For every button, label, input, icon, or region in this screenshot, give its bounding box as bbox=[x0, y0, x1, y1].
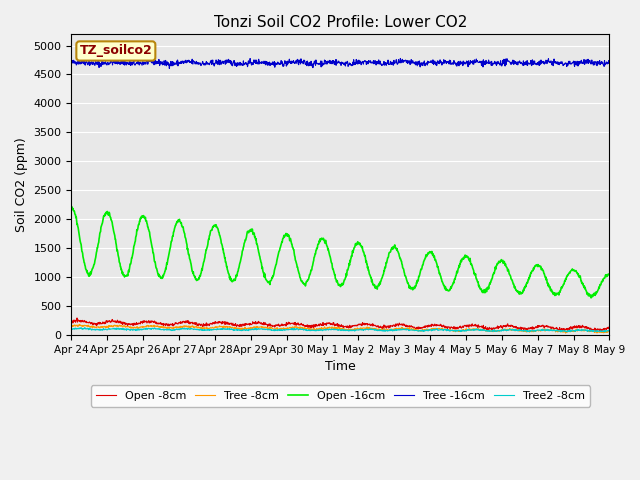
Open -16cm bbox=[175, 218, 182, 224]
Open -8cm bbox=[542, 323, 550, 329]
Tree -16cm bbox=[188, 60, 196, 66]
Tree -8cm bbox=[542, 326, 550, 332]
Tree -16cm bbox=[68, 59, 76, 65]
Tree -8cm bbox=[495, 327, 502, 333]
Tree -16cm bbox=[424, 59, 432, 64]
Text: TZ_soilco2: TZ_soilco2 bbox=[79, 45, 152, 58]
Open -16cm bbox=[248, 228, 255, 234]
Open -8cm bbox=[188, 320, 195, 325]
Open -16cm bbox=[424, 250, 432, 256]
Open -16cm bbox=[188, 264, 195, 269]
Open -16cm bbox=[542, 274, 550, 280]
Line: Tree -16cm: Tree -16cm bbox=[72, 57, 609, 69]
Tree -8cm bbox=[188, 324, 195, 329]
Open -8cm bbox=[560, 328, 568, 334]
Open -16cm bbox=[68, 204, 76, 209]
Line: Tree -8cm: Tree -8cm bbox=[72, 324, 609, 333]
Open -16cm bbox=[495, 260, 502, 266]
X-axis label: Time: Time bbox=[325, 360, 356, 373]
Open -8cm bbox=[73, 315, 81, 321]
Open -8cm bbox=[248, 322, 255, 327]
Tree -8cm bbox=[175, 324, 182, 330]
Open -16cm bbox=[588, 295, 595, 300]
Open -16cm bbox=[68, 204, 76, 210]
Tree2 -8cm bbox=[601, 329, 609, 335]
Tree2 -8cm bbox=[68, 326, 76, 332]
Line: Open -16cm: Open -16cm bbox=[72, 206, 609, 298]
Open -8cm bbox=[68, 320, 76, 326]
Title: Tonzi Soil CO2 Profile: Lower CO2: Tonzi Soil CO2 Profile: Lower CO2 bbox=[214, 15, 467, 30]
Tree -8cm bbox=[76, 322, 83, 327]
Y-axis label: Soil CO2 (ppm): Soil CO2 (ppm) bbox=[15, 137, 28, 232]
Open -8cm bbox=[424, 324, 432, 330]
Tree2 -8cm bbox=[188, 326, 195, 332]
Tree -16cm bbox=[146, 54, 154, 60]
Tree -16cm bbox=[605, 59, 613, 65]
Tree -16cm bbox=[248, 60, 256, 65]
Open -8cm bbox=[495, 325, 502, 331]
Tree2 -8cm bbox=[424, 328, 432, 334]
Tree2 -8cm bbox=[495, 328, 502, 334]
Tree -16cm bbox=[542, 58, 550, 63]
Legend: Open -8cm, Tree -8cm, Open -16cm, Tree -16cm, Tree2 -8cm: Open -8cm, Tree -8cm, Open -16cm, Tree -… bbox=[91, 385, 590, 407]
Tree -16cm bbox=[166, 66, 173, 72]
Open -16cm bbox=[605, 271, 613, 277]
Tree2 -8cm bbox=[605, 328, 613, 334]
Tree2 -8cm bbox=[248, 326, 255, 332]
Open -8cm bbox=[605, 325, 613, 331]
Tree -8cm bbox=[605, 328, 613, 334]
Tree -8cm bbox=[68, 323, 76, 329]
Tree2 -8cm bbox=[81, 324, 89, 330]
Line: Open -8cm: Open -8cm bbox=[72, 318, 609, 331]
Tree -8cm bbox=[424, 327, 432, 333]
Tree -16cm bbox=[495, 60, 502, 66]
Open -8cm bbox=[175, 320, 182, 326]
Line: Tree2 -8cm: Tree2 -8cm bbox=[72, 327, 609, 332]
Tree -16cm bbox=[175, 59, 182, 65]
Tree -8cm bbox=[248, 325, 255, 331]
Tree2 -8cm bbox=[175, 326, 182, 332]
Tree -8cm bbox=[562, 330, 570, 336]
Tree2 -8cm bbox=[542, 327, 550, 333]
